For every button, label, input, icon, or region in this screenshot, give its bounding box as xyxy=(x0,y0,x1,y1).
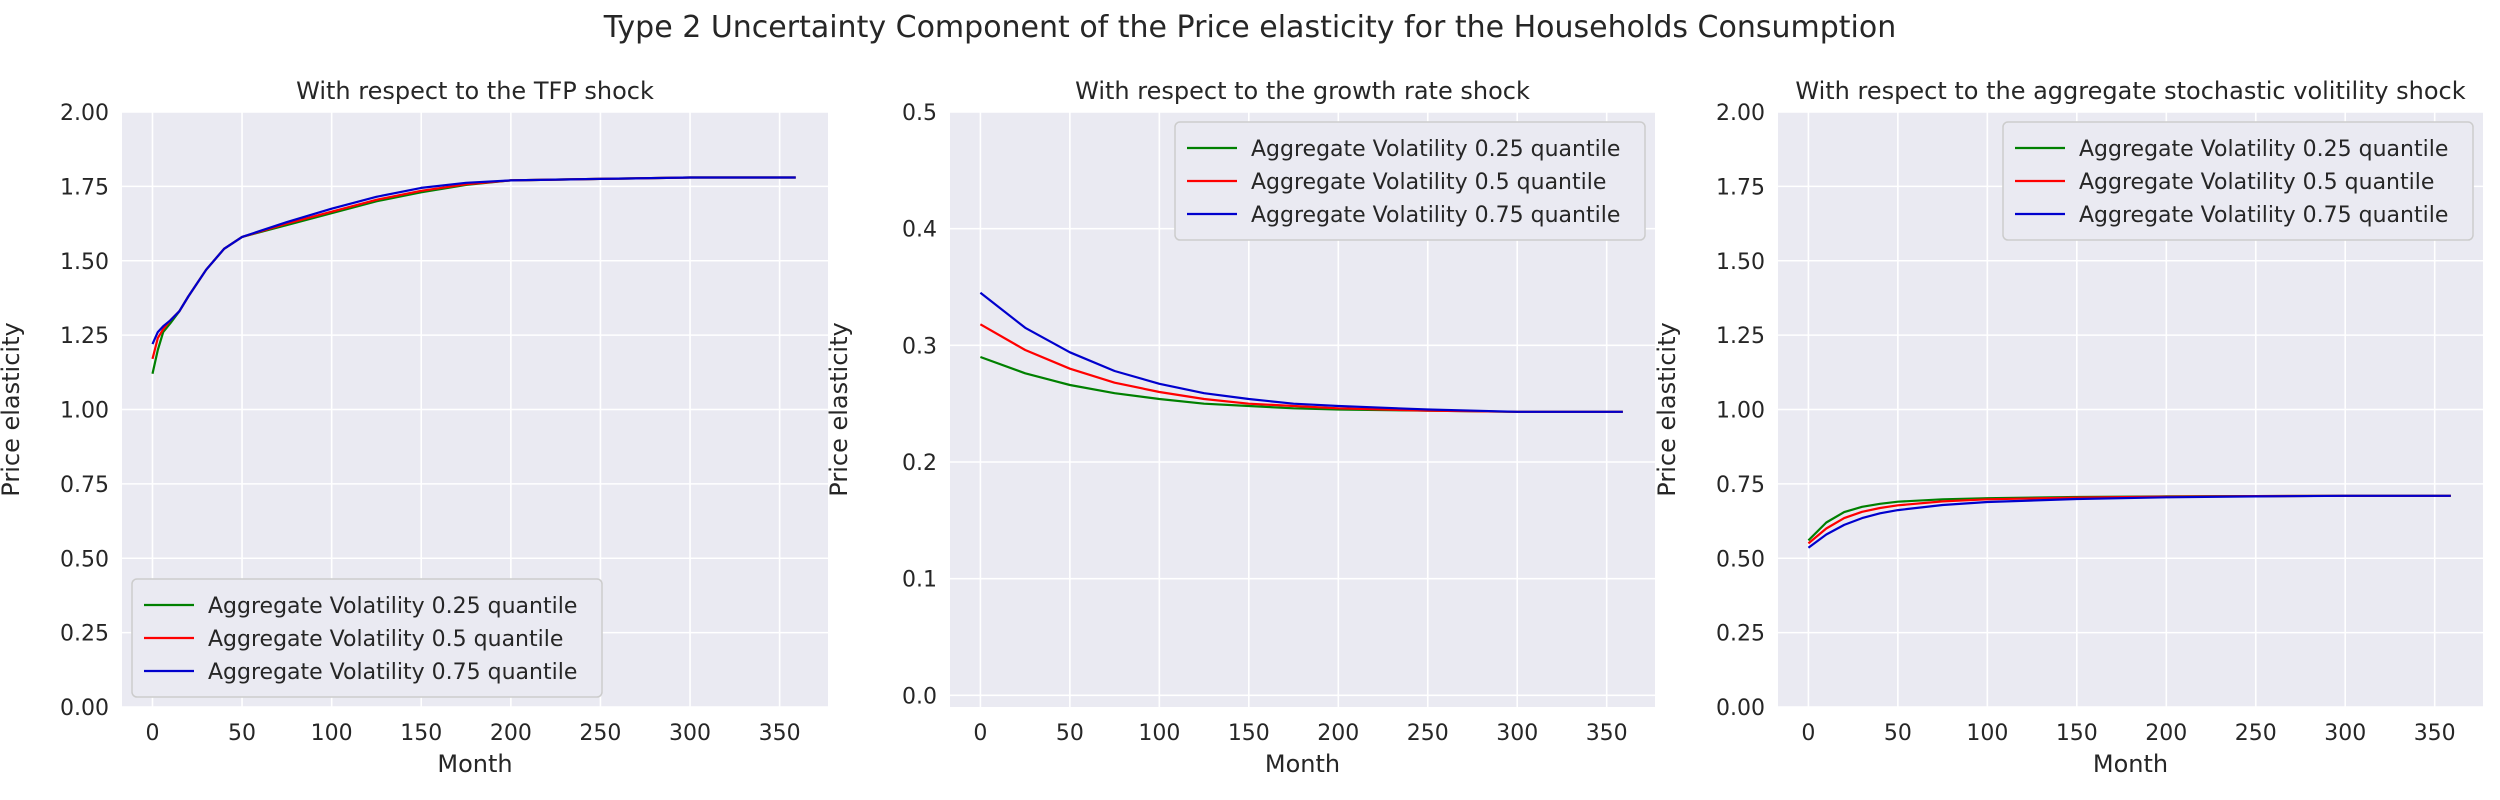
y-tick-label: 0.00 xyxy=(1716,696,1765,721)
y-tick-label: 1.25 xyxy=(60,324,109,349)
x-tick-label: 250 xyxy=(1407,721,1449,746)
x-tick-label: 50 xyxy=(228,721,256,746)
y-tick-label: 0.2 xyxy=(902,451,937,476)
x-tick-label: 50 xyxy=(1884,721,1912,746)
x-tick-label: 300 xyxy=(1496,721,1538,746)
x-tick-label: 200 xyxy=(490,721,532,746)
panel-title: With respect to the TFP shock xyxy=(296,77,654,105)
y-tick-label: 1.25 xyxy=(1716,324,1765,349)
x-axis-label: Month xyxy=(437,750,512,778)
y-tick-label: 0.4 xyxy=(902,218,937,243)
legend-label: Aggregate Volatility 0.25 quantile xyxy=(2079,137,2448,162)
panel-title: With respect to the aggregate stochastic… xyxy=(1795,77,2465,105)
legend-label: Aggregate Volatility 0.5 quantile xyxy=(1251,170,1606,195)
legend-label: Aggregate Volatility 0.75 quantile xyxy=(208,660,577,685)
y-tick-label: 1.75 xyxy=(60,175,109,200)
y-tick-label: 0.50 xyxy=(1716,547,1765,572)
y-tick-label: 0.00 xyxy=(60,696,109,721)
legend-label: Aggregate Volatility 0.5 quantile xyxy=(2079,170,2434,195)
x-axis-label: Month xyxy=(1265,750,1340,778)
legend-label: Aggregate Volatility 0.75 quantile xyxy=(2079,203,2448,228)
x-tick-label: 100 xyxy=(311,721,353,746)
figure-title: Type 2 Uncertainty Component of the Pric… xyxy=(603,10,1897,45)
x-tick-label: 50 xyxy=(1056,721,1084,746)
x-tick-label: 200 xyxy=(1317,721,1359,746)
y-tick-label: 1.00 xyxy=(1716,399,1765,424)
x-tick-label: 100 xyxy=(1138,721,1180,746)
x-tick-label: 200 xyxy=(2145,721,2187,746)
panel-title: With respect to the growth rate shock xyxy=(1075,77,1530,105)
x-tick-label: 250 xyxy=(579,721,621,746)
y-tick-label: 0.0 xyxy=(902,684,937,709)
x-tick-label: 300 xyxy=(669,721,711,746)
y-tick-label: 1.75 xyxy=(1716,175,1765,200)
y-tick-label: 0.50 xyxy=(60,547,109,572)
y-tick-label: 1.50 xyxy=(1716,250,1765,275)
y-axis-label: Price elasticity xyxy=(825,322,853,496)
x-tick-label: 350 xyxy=(759,721,801,746)
legend: Aggregate Volatility 0.25 quantile Aggreg… xyxy=(2002,121,2474,241)
y-tick-label: 0.25 xyxy=(60,622,109,647)
legend-label: Aggregate Volatility 0.25 quantile xyxy=(1251,137,1620,162)
x-tick-label: 350 xyxy=(1586,721,1628,746)
y-axis-label: Price elasticity xyxy=(1653,322,1681,496)
legend-label: Aggregate Volatility 0.5 quantile xyxy=(208,627,563,652)
x-tick-label: 150 xyxy=(2056,721,2098,746)
legend-box xyxy=(1174,121,1646,241)
x-tick-label: 250 xyxy=(2235,721,2277,746)
x-tick-label: 150 xyxy=(1228,721,1270,746)
series-line-2 xyxy=(979,291,1623,413)
legend: Aggregate Volatility 0.25 quantile Aggreg… xyxy=(1174,121,1646,241)
y-tick-label: 1.50 xyxy=(60,250,109,275)
x-tick-label: 300 xyxy=(2324,721,2366,746)
x-tick-label: 0 xyxy=(145,721,159,746)
y-tick-label: 1.00 xyxy=(60,399,109,424)
legend: Aggregate Volatility 0.25 quantile Aggreg… xyxy=(131,578,603,698)
x-tick-label: 100 xyxy=(1966,721,2008,746)
x-tick-label: 0 xyxy=(973,721,987,746)
y-tick-label: 2.00 xyxy=(1716,101,1765,126)
legend-label: Aggregate Volatility 0.75 quantile xyxy=(1251,203,1620,228)
series-line-2 xyxy=(151,176,796,345)
legend-box xyxy=(131,578,603,698)
y-tick-label: 0.1 xyxy=(902,568,937,593)
x-axis-label: Month xyxy=(2093,750,2168,778)
y-tick-label: 0.3 xyxy=(902,334,937,359)
x-tick-label: 350 xyxy=(2414,721,2456,746)
y-tick-label: 0.75 xyxy=(1716,473,1765,498)
legend-label: Aggregate Volatility 0.25 quantile xyxy=(208,594,577,619)
y-tick-label: 2.00 xyxy=(60,101,109,126)
y-tick-label: 0.25 xyxy=(1716,622,1765,647)
legend-box xyxy=(2002,121,2474,241)
y-tick-label: 0.5 xyxy=(902,101,937,126)
y-tick-label: 0.75 xyxy=(60,473,109,498)
y-axis-label: Price elasticity xyxy=(0,322,25,496)
series-line-2 xyxy=(1807,494,2451,549)
x-tick-label: 0 xyxy=(1801,721,1815,746)
x-tick-label: 150 xyxy=(400,721,442,746)
